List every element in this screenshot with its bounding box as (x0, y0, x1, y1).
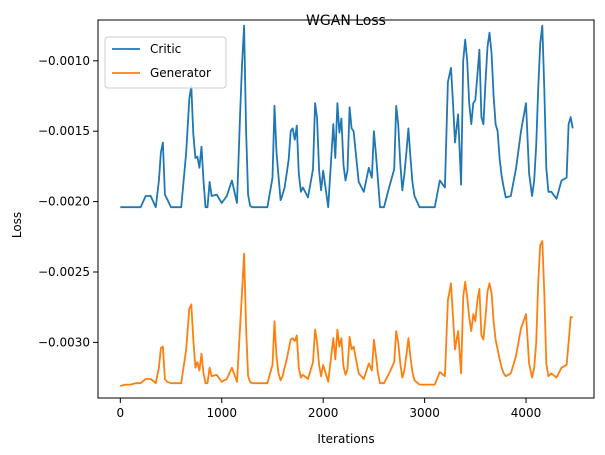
y-tick-label: −0.0025 (38, 265, 90, 279)
y-axis-label: Loss (10, 212, 24, 238)
y-tick-label: −0.0010 (38, 54, 90, 68)
plot-frame (97, 19, 595, 399)
x-tick-label: 3000 (409, 406, 440, 420)
y-tick-label: −0.0015 (38, 124, 90, 138)
legend-label-generator: Generator (150, 66, 211, 80)
series-line-generator (120, 240, 573, 387)
x-axis-label: Iterations (317, 432, 374, 446)
x-tick-label: 4000 (511, 406, 542, 420)
x-tick-label: 0 (116, 406, 124, 420)
y-tick-label: −0.0030 (38, 335, 90, 349)
axis-ticks: 0 1000 2000 3000 4000 −0.0010 −0.0015 −0.0020 −0… (38, 54, 541, 420)
legend: Critic Generator (104, 36, 227, 89)
y-tick-label: −0.0020 (38, 195, 90, 209)
series-lines (120, 24, 574, 387)
series-line-critic (120, 24, 574, 209)
chart-title: WGAN Loss (306, 13, 386, 29)
x-tick-label: 2000 (308, 406, 339, 420)
x-tick-label: 1000 (206, 406, 237, 420)
legend-label-critic: Critic (150, 42, 181, 56)
